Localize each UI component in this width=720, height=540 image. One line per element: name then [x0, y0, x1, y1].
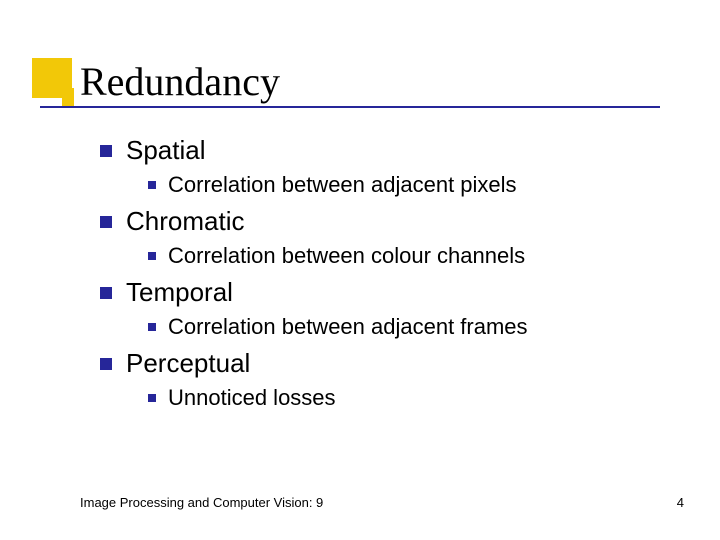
square-bullet-icon — [100, 287, 112, 299]
title-underline — [40, 106, 660, 108]
list-subitem: Correlation between adjacent frames — [148, 314, 528, 340]
list-item-label: Spatial — [126, 135, 206, 166]
content-list: Spatial Correlation between adjacent pix… — [100, 135, 528, 419]
list-subitem-label: Correlation between adjacent pixels — [168, 172, 517, 198]
slide-title: Redundancy — [80, 58, 280, 105]
list-item: Perceptual — [100, 348, 528, 379]
square-bullet-icon — [148, 252, 156, 260]
list-subitem: Correlation between adjacent pixels — [148, 172, 528, 198]
square-bullet-icon — [100, 358, 112, 370]
list-item-label: Perceptual — [126, 348, 250, 379]
footer-left: Image Processing and Computer Vision: 9 — [80, 495, 323, 510]
square-bullet-icon — [148, 394, 156, 402]
list-subitem-label: Correlation between colour channels — [168, 243, 525, 269]
square-bullet-icon — [148, 323, 156, 331]
list-subitem: Correlation between colour channels — [148, 243, 528, 269]
list-item-label: Chromatic — [126, 206, 244, 237]
list-item-label: Temporal — [126, 277, 233, 308]
square-bullet-icon — [100, 216, 112, 228]
square-bullet-icon — [148, 181, 156, 189]
square-bullet-icon — [100, 145, 112, 157]
list-item: Chromatic — [100, 206, 528, 237]
list-subitem: Unnoticed losses — [148, 385, 528, 411]
list-subitem-label: Correlation between adjacent frames — [168, 314, 528, 340]
list-subitem-label: Unnoticed losses — [168, 385, 336, 411]
page-number: 4 — [677, 495, 684, 510]
title-area: Redundancy — [80, 58, 280, 105]
list-item: Temporal — [100, 277, 528, 308]
list-item: Spatial — [100, 135, 528, 166]
accent-box-2 — [62, 88, 74, 106]
